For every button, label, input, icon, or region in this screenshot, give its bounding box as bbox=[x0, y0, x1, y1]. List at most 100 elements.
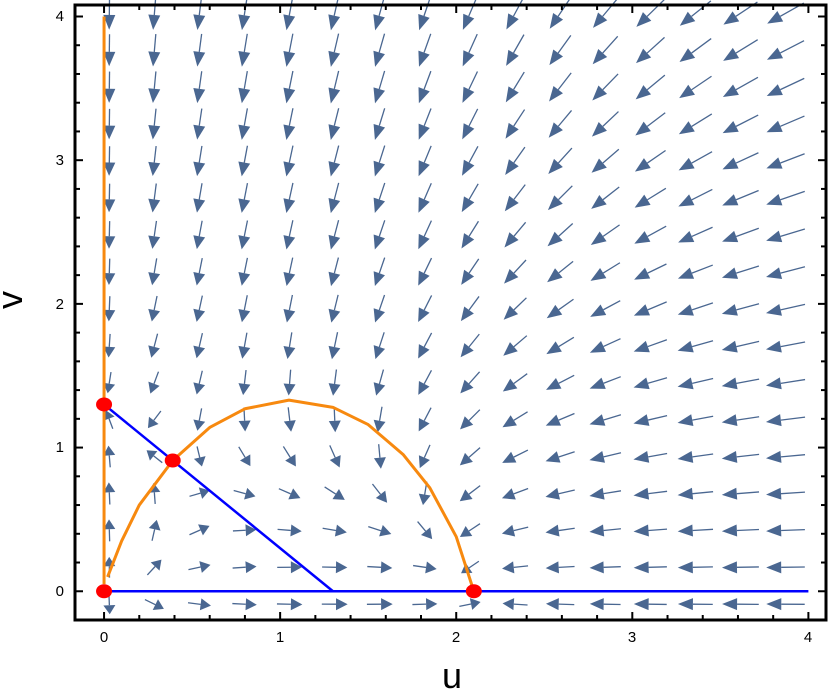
arrow bbox=[460, 486, 480, 502]
arrow-shaft bbox=[424, 183, 431, 199]
arrow bbox=[461, 296, 479, 321]
arrow-head bbox=[193, 88, 205, 103]
arrow bbox=[329, 369, 341, 395]
arrow-head bbox=[462, 160, 474, 176]
arrow bbox=[634, 598, 667, 610]
arrow-head bbox=[381, 561, 393, 573]
arrow bbox=[412, 598, 437, 610]
arrow-shaft bbox=[154, 411, 161, 420]
arrow-head bbox=[589, 451, 605, 463]
arrow-head bbox=[290, 524, 301, 536]
arrow-shaft bbox=[154, 71, 156, 88]
arrow bbox=[374, 183, 385, 213]
arrow-head bbox=[148, 199, 160, 213]
arrow bbox=[418, 34, 430, 67]
arrow-shaft bbox=[737, 454, 759, 457]
arrow-shaft bbox=[154, 372, 158, 384]
arrow bbox=[504, 298, 527, 320]
arrow-head bbox=[678, 194, 694, 206]
arrow-shaft bbox=[424, 370, 431, 383]
equilibrium-point bbox=[96, 584, 112, 598]
arrow-head bbox=[723, 48, 739, 61]
arrow-head bbox=[381, 598, 393, 610]
arrow-shaft bbox=[737, 417, 760, 420]
arrow-shaft bbox=[692, 416, 713, 420]
arrow-head bbox=[245, 561, 256, 573]
arrow-shaft bbox=[154, 146, 156, 162]
arrow-shaft bbox=[424, 0, 431, 16]
arrow bbox=[678, 378, 714, 390]
arrow-head bbox=[285, 454, 296, 466]
arrow-shaft bbox=[334, 71, 338, 89]
arrow bbox=[502, 561, 528, 573]
arrow-head bbox=[546, 341, 562, 354]
arrow-head bbox=[284, 383, 296, 395]
arrow bbox=[678, 341, 713, 353]
arrow-head bbox=[634, 378, 650, 390]
arrow-head bbox=[546, 598, 559, 610]
arrow bbox=[548, 224, 573, 247]
arrow-shaft bbox=[424, 146, 431, 163]
arrow bbox=[460, 448, 480, 466]
arrow bbox=[461, 221, 478, 248]
arrow-shaft bbox=[244, 108, 247, 125]
arrow-head bbox=[283, 235, 295, 249]
arrow-head bbox=[722, 377, 738, 389]
arrow bbox=[234, 488, 256, 500]
y-tick-label: 3 bbox=[56, 152, 64, 169]
arrow bbox=[329, 295, 341, 323]
arrow-shaft bbox=[514, 298, 527, 310]
arrow bbox=[238, 258, 250, 286]
arrow-shaft bbox=[559, 186, 573, 200]
arrow-shaft bbox=[109, 419, 113, 429]
arrow-shaft bbox=[737, 529, 759, 530]
arrow bbox=[503, 336, 527, 356]
arrow bbox=[278, 524, 302, 536]
arrow bbox=[419, 146, 432, 176]
arrow-shaft bbox=[244, 146, 247, 163]
arrow-head bbox=[238, 309, 250, 322]
arrow-shaft bbox=[418, 522, 426, 532]
arrow-shaft bbox=[289, 0, 293, 16]
arrow-shaft bbox=[736, 190, 759, 199]
arrow bbox=[148, 258, 160, 285]
arrow-head bbox=[679, 48, 695, 62]
arrow-head bbox=[460, 453, 473, 465]
arrow-shaft bbox=[424, 71, 431, 89]
arrow-head bbox=[329, 161, 341, 176]
arrow-shaft bbox=[154, 34, 156, 52]
arrow bbox=[368, 525, 391, 536]
arrow-head bbox=[418, 14, 429, 30]
arrow-shaft bbox=[780, 78, 804, 89]
arrow-shaft bbox=[289, 71, 293, 89]
arrow-head bbox=[549, 122, 563, 137]
arrow-shaft bbox=[647, 151, 665, 164]
arrow-head bbox=[238, 161, 250, 176]
arrow bbox=[413, 561, 437, 573]
arrow bbox=[283, 34, 295, 67]
arrow-head bbox=[336, 598, 348, 610]
arrow-shaft bbox=[737, 492, 759, 494]
arrow-shaft bbox=[199, 109, 202, 126]
arrow-head bbox=[374, 271, 385, 286]
arrow-shaft bbox=[334, 258, 338, 274]
arrow-shaft bbox=[514, 72, 525, 89]
arrow-shaft bbox=[693, 492, 714, 494]
arrow-shaft bbox=[154, 109, 156, 126]
arrow-shaft bbox=[234, 490, 246, 493]
arrow-head bbox=[767, 48, 783, 60]
arrow-head bbox=[283, 88, 295, 104]
arrow bbox=[549, 110, 572, 137]
arrow bbox=[722, 414, 759, 426]
arrow-shaft bbox=[147, 566, 155, 574]
arrow-head bbox=[546, 451, 561, 462]
arrow bbox=[590, 561, 621, 573]
arrow-head bbox=[766, 414, 782, 426]
arrow bbox=[419, 71, 431, 103]
arrow-shaft bbox=[379, 220, 384, 236]
arrow-shaft bbox=[289, 258, 292, 274]
arrow bbox=[766, 229, 805, 242]
arrow bbox=[238, 220, 250, 249]
arrow-shaft bbox=[188, 603, 201, 605]
arrow-head bbox=[374, 345, 385, 359]
